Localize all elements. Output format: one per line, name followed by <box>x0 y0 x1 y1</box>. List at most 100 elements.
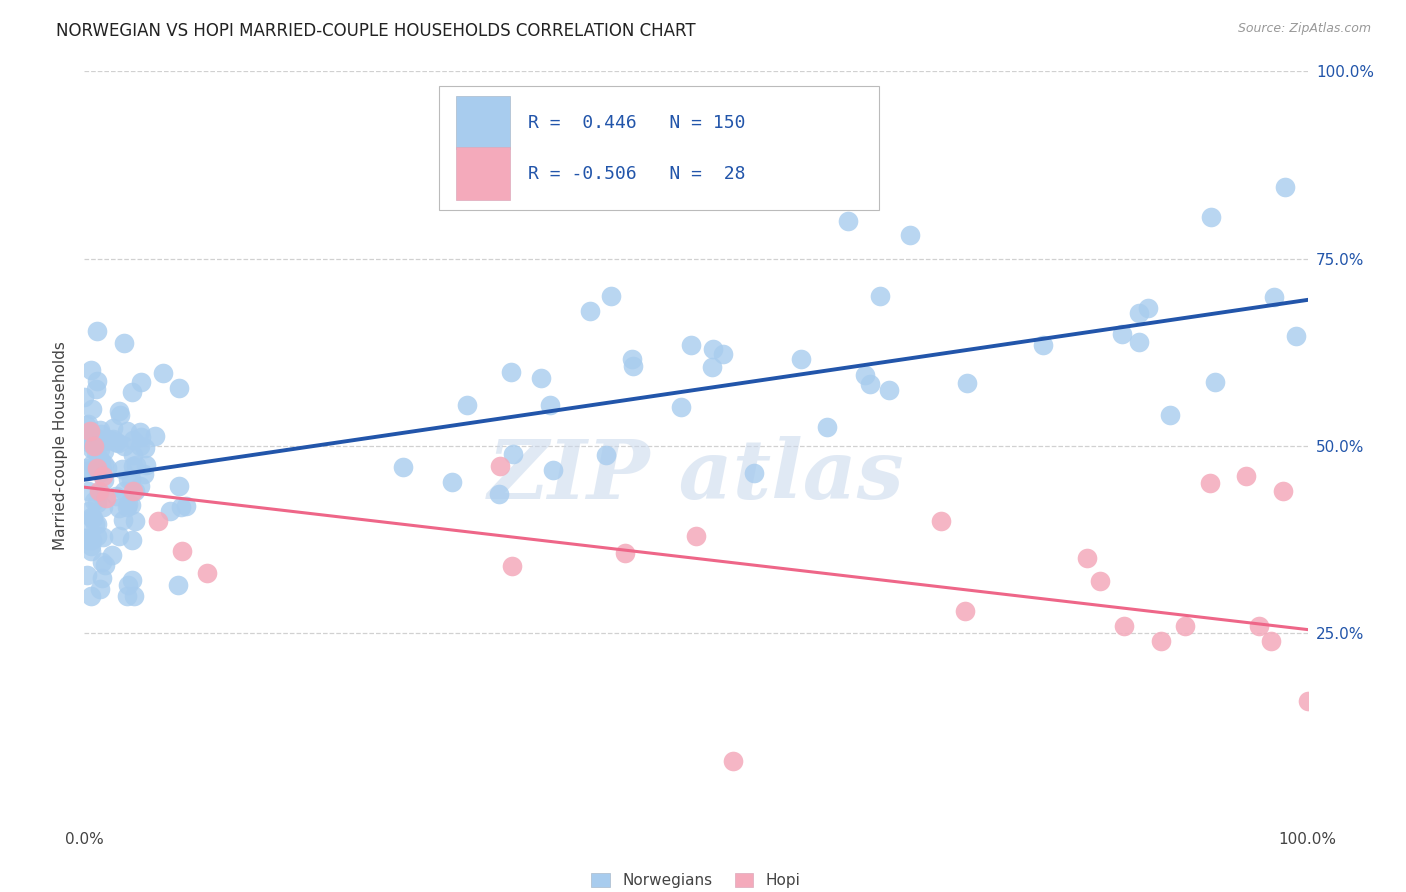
Point <box>77 417 100 431</box>
Point <box>679 338 702 352</box>
Point <box>117 425 139 439</box>
Point <box>124 514 146 528</box>
Point <box>146 514 169 528</box>
Point <box>702 342 724 356</box>
Point <box>669 401 692 415</box>
Point <box>83 494 105 508</box>
Point <box>77 432 100 446</box>
Point <box>76 464 98 478</box>
Point <box>125 458 148 472</box>
Point <box>877 383 900 397</box>
Point <box>595 448 617 462</box>
Text: ZIP atlas: ZIP atlas <box>488 436 904 516</box>
Point <box>86 495 108 509</box>
Point <box>80 533 103 548</box>
Point <box>93 444 115 458</box>
Point <box>91 469 114 483</box>
Point <box>1285 329 1308 343</box>
Point <box>89 582 111 596</box>
Point <box>122 589 145 603</box>
Point <box>621 352 644 367</box>
Point <box>90 454 112 468</box>
Point <box>956 376 979 390</box>
Point <box>112 483 135 498</box>
Point <box>721 754 744 768</box>
Text: R =  0.446   N = 150: R = 0.446 N = 150 <box>529 113 747 132</box>
Point <box>600 289 623 303</box>
Point <box>90 462 112 476</box>
Point <box>86 436 108 450</box>
Point <box>79 424 101 438</box>
Point <box>79 504 101 518</box>
Point <box>1263 290 1285 304</box>
Point <box>103 432 125 446</box>
Point <box>1198 476 1220 491</box>
Point <box>700 360 723 375</box>
Point <box>82 442 104 457</box>
Point <box>94 558 117 572</box>
Point <box>530 371 553 385</box>
Point <box>84 516 107 531</box>
Point <box>1236 469 1258 483</box>
Point <box>75 461 97 475</box>
Point <box>502 447 524 461</box>
Point <box>1159 409 1181 423</box>
Point <box>84 463 107 477</box>
Point <box>159 504 181 518</box>
Point <box>815 420 838 434</box>
Point <box>121 458 143 473</box>
Point <box>131 429 153 443</box>
Point <box>134 467 156 482</box>
Point <box>117 496 139 510</box>
Point <box>167 578 190 592</box>
Text: NORWEGIAN VS HOPI MARRIED-COUPLE HOUSEHOLDS CORRELATION CHART: NORWEGIAN VS HOPI MARRIED-COUPLE HOUSEHO… <box>56 22 696 40</box>
Point <box>80 510 103 524</box>
FancyBboxPatch shape <box>456 96 510 149</box>
Point <box>96 461 118 475</box>
Point <box>1274 179 1296 194</box>
Point <box>84 445 107 459</box>
Point <box>167 479 190 493</box>
Point <box>541 462 564 476</box>
Point <box>170 500 193 514</box>
Point <box>83 461 105 475</box>
Point <box>115 589 138 603</box>
Point <box>1296 694 1319 708</box>
Point <box>1136 301 1159 315</box>
Point <box>76 567 98 582</box>
Point <box>174 499 197 513</box>
Point <box>86 461 108 475</box>
Point <box>91 465 114 479</box>
Point <box>107 404 129 418</box>
Point <box>114 335 136 350</box>
Point <box>73 390 96 404</box>
Point <box>1076 551 1098 566</box>
Point <box>108 529 131 543</box>
Point <box>76 533 98 547</box>
Point <box>120 498 142 512</box>
Point <box>129 375 152 389</box>
Point <box>121 533 143 548</box>
Point <box>96 491 118 506</box>
Y-axis label: Married-couple Households: Married-couple Households <box>52 342 67 550</box>
Point <box>112 513 135 527</box>
Point <box>112 439 135 453</box>
Point <box>80 457 103 471</box>
Point <box>104 489 127 503</box>
Point <box>117 578 139 592</box>
Point <box>83 439 105 453</box>
Point <box>86 517 108 532</box>
Point <box>1111 327 1133 342</box>
Point <box>441 475 464 489</box>
Point <box>1150 633 1173 648</box>
Point <box>108 408 131 422</box>
Point <box>77 432 100 446</box>
Point <box>742 466 765 480</box>
Point <box>1032 338 1054 352</box>
Point <box>122 434 145 448</box>
Point <box>1174 619 1197 633</box>
Point <box>82 511 104 525</box>
Point <box>121 573 143 587</box>
Text: R = -0.506   N =  28: R = -0.506 N = 28 <box>529 165 747 183</box>
Point <box>111 462 134 476</box>
